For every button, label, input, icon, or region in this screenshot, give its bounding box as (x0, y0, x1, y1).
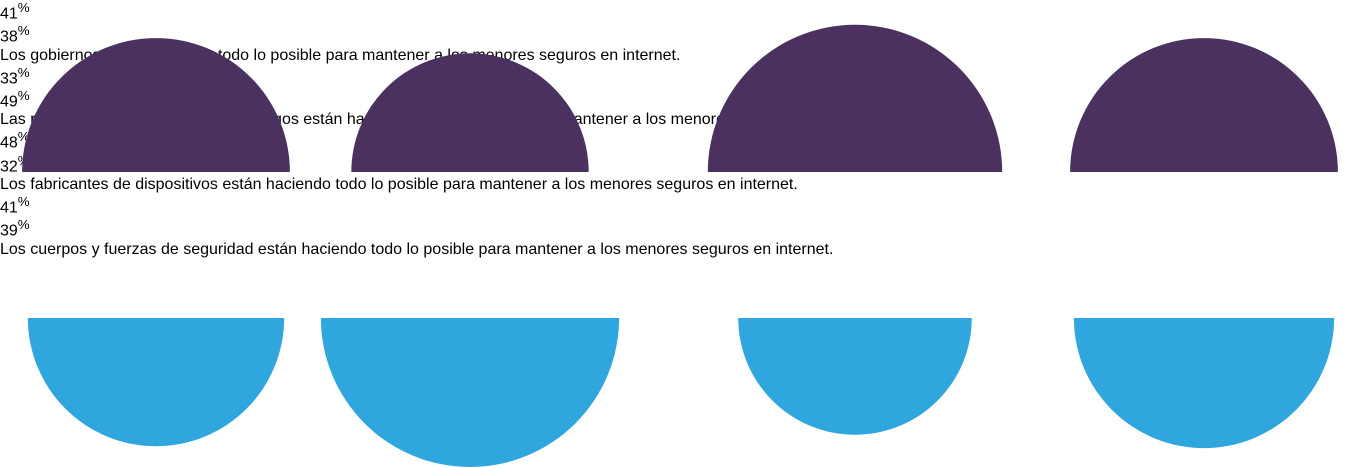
value-number: 41 (0, 199, 18, 217)
value-unit: % (17, 23, 30, 39)
value-label: 39% (0, 217, 1364, 240)
value-unit: % (17, 129, 30, 145)
value-number: 39 (0, 222, 18, 240)
value-label: 41% (0, 194, 1364, 217)
bottom-half-circle (738, 318, 972, 435)
top-half-circle (707, 24, 1003, 172)
statement: Los fabricantes de dispositivos están ha… (0, 175, 798, 193)
value-label: 48% (0, 129, 1364, 152)
value-unit: % (17, 64, 30, 80)
bottom-half-circle (1073, 318, 1335, 449)
value-number: 41 (0, 5, 18, 23)
value-label: 49% (0, 88, 1364, 111)
value-unit: % (17, 217, 30, 233)
top-half-circle (351, 53, 589, 172)
value-number: 48 (0, 134, 18, 152)
top-half-circle (1070, 38, 1338, 172)
value-label: 41% (0, 0, 1364, 23)
value-unit: % (17, 0, 30, 15)
value-unit: % (17, 87, 30, 103)
value-label: 33% (0, 65, 1364, 88)
value-label: 38% (0, 23, 1364, 46)
bottom-half-circle (320, 318, 620, 468)
bottom-half-circle (27, 318, 285, 447)
value-number: 32 (0, 157, 18, 175)
value-number: 33 (0, 69, 18, 87)
top-half-circle (22, 38, 290, 172)
value-number: 49 (0, 93, 18, 111)
value-unit: % (17, 193, 30, 209)
statement: Los cuerpos y fuerzas de seguridad están… (0, 240, 834, 258)
value-number: 38 (0, 28, 18, 46)
